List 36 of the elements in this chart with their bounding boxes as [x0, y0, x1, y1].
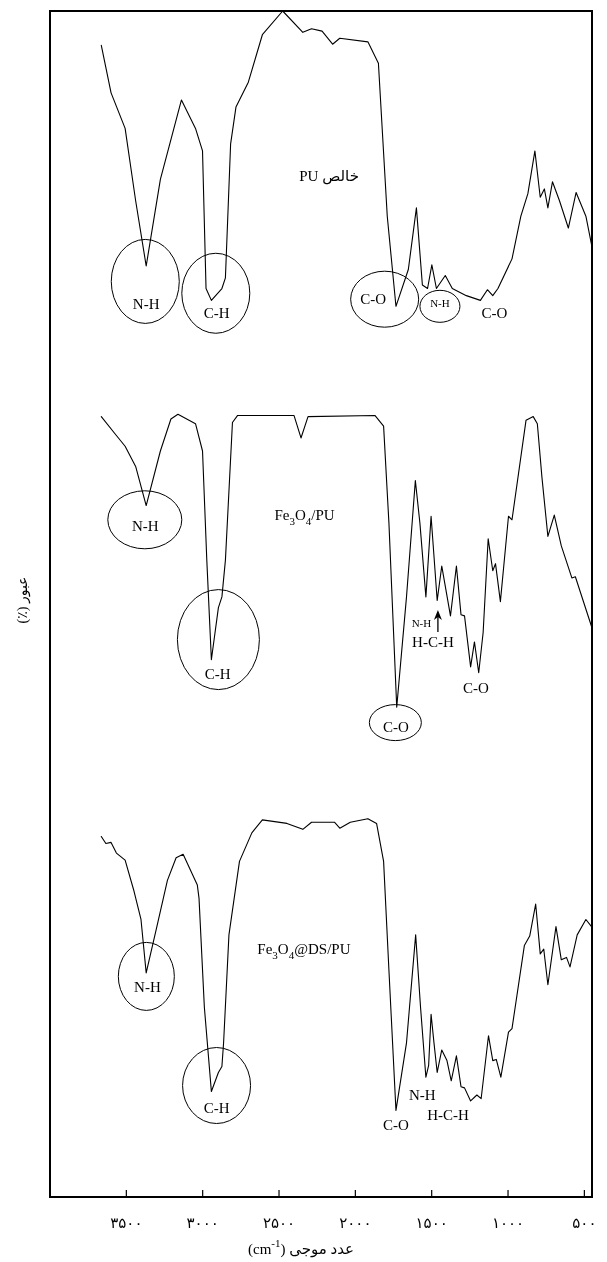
annotation: N-H — [430, 296, 450, 309]
annotation: H-C-H — [412, 633, 454, 650]
annotation: PU خالص — [299, 167, 359, 184]
annotation: C-O — [360, 291, 387, 308]
annotation: C-H — [181, 252, 251, 334]
annotation: N-H — [131, 517, 159, 534]
annotation: N-H — [411, 617, 432, 629]
annotation: C-O — [383, 1116, 409, 1133]
annotation: C-O — [481, 305, 508, 322]
annotation: C-H — [203, 305, 230, 322]
annotation: C-H — [182, 1047, 252, 1124]
x-tick-label: ۵۰۰ — [572, 1215, 597, 1231]
x-tick-label: ۱۵۰۰ — [415, 1215, 448, 1231]
annotation: C-H — [176, 589, 260, 691]
annotation: Fe$_{3}$O$_{4}$/PU — [274, 507, 335, 528]
annotation: C-H — [203, 1100, 230, 1117]
annotation: N-H — [419, 289, 461, 323]
annotation: N-H — [117, 941, 175, 1011]
annotation: N-H — [134, 979, 161, 996]
annotation: C-O — [462, 680, 489, 697]
annotation: C-O — [368, 704, 422, 742]
annotation: C-H — [204, 665, 231, 682]
annotation: N-H — [107, 490, 183, 550]
annotation: N-H — [132, 295, 160, 312]
x-tick-label: ۳۵۰۰ — [110, 1215, 143, 1231]
annotation: N-H — [409, 1087, 436, 1103]
x-tick-label: ۲۰۰۰ — [339, 1215, 372, 1231]
annotation: N-H — [110, 238, 180, 324]
x-tick-label: ۱۰۰۰ — [491, 1215, 525, 1231]
annotation: Fe$_{3}$O$_{4}$@DS/PU — [257, 941, 351, 962]
annotation: C-O — [350, 270, 420, 328]
x-tick-label: ۲۵۰۰ — [262, 1215, 296, 1231]
annotation: C-O — [383, 719, 410, 736]
x-tick-label: ۳۰۰۰ — [186, 1215, 219, 1231]
annotation: H-C-H — [427, 1107, 469, 1124]
y-axis-title: عبور (٪) — [14, 576, 31, 624]
